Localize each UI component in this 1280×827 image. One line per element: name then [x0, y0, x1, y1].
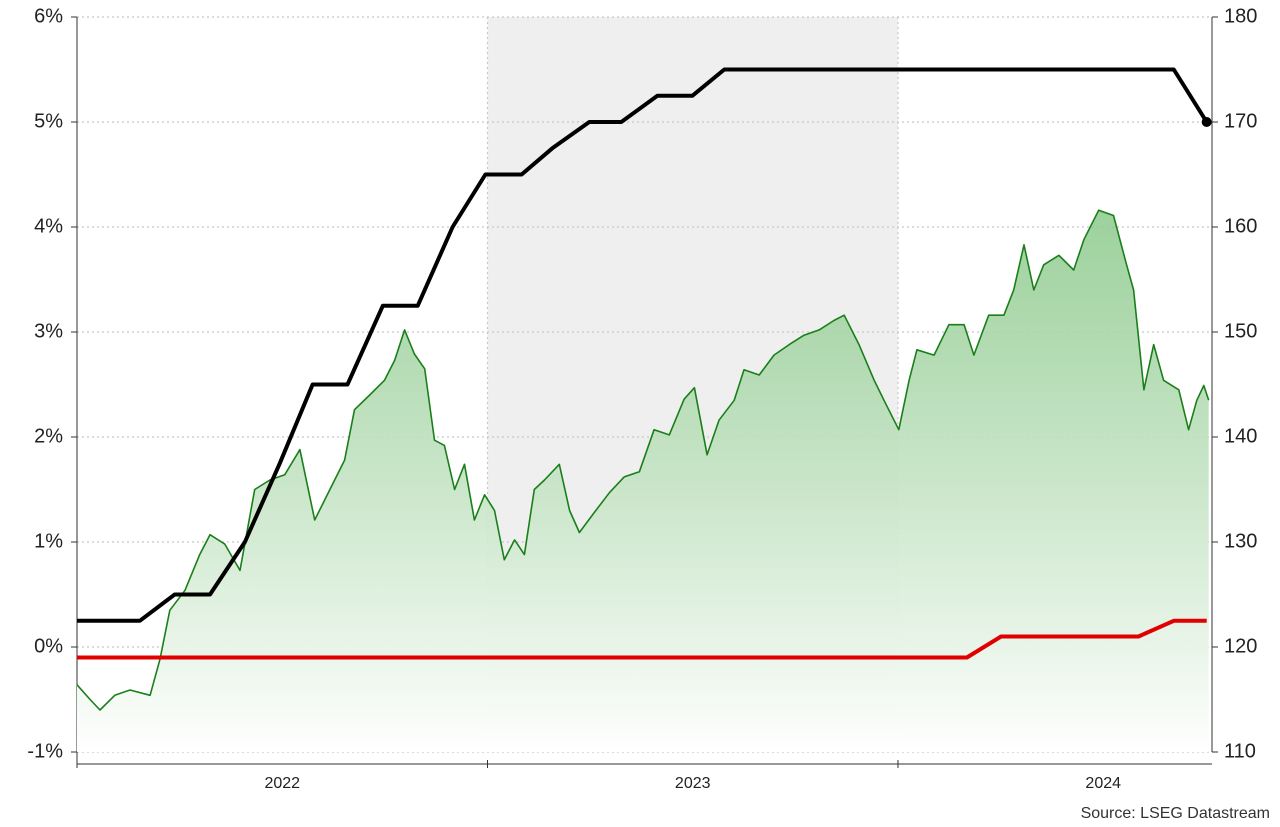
y2-tick-label: 150: [1224, 320, 1257, 342]
y2-tick-label: 140: [1224, 425, 1257, 447]
x-tick-label: 2022: [264, 775, 300, 792]
source-note: Source: LSEG Datastream: [1081, 805, 1270, 822]
y-tick-label: 5%: [34, 110, 63, 132]
x-tick-label: 2024: [1085, 775, 1121, 792]
line: [77, 618, 1207, 660]
y2-tick-label: 170: [1224, 110, 1257, 132]
y2-tick-label: 120: [1224, 635, 1257, 657]
y-tick-label: 6%: [34, 5, 63, 27]
y-tick-label: -1%: [27, 740, 63, 762]
y2-tick-label: 110: [1224, 740, 1256, 762]
y-tick-label: 0%: [34, 635, 63, 657]
y2-tick-label: 180: [1224, 5, 1257, 27]
line: [77, 67, 1209, 623]
y-tick-label: 4%: [34, 215, 63, 237]
end-marker: [1201, 117, 1212, 127]
line: [76, 209, 1210, 711]
y2-tick-label: 160: [1224, 215, 1257, 237]
y2-tick-label: 130: [1224, 530, 1257, 552]
y-tick-label: 2%: [34, 425, 63, 447]
x-tick-label: 2023: [675, 775, 711, 792]
area: [77, 210, 1209, 752]
y-tick-label: 3%: [34, 320, 63, 342]
y-tick-label: 1%: [34, 530, 63, 552]
